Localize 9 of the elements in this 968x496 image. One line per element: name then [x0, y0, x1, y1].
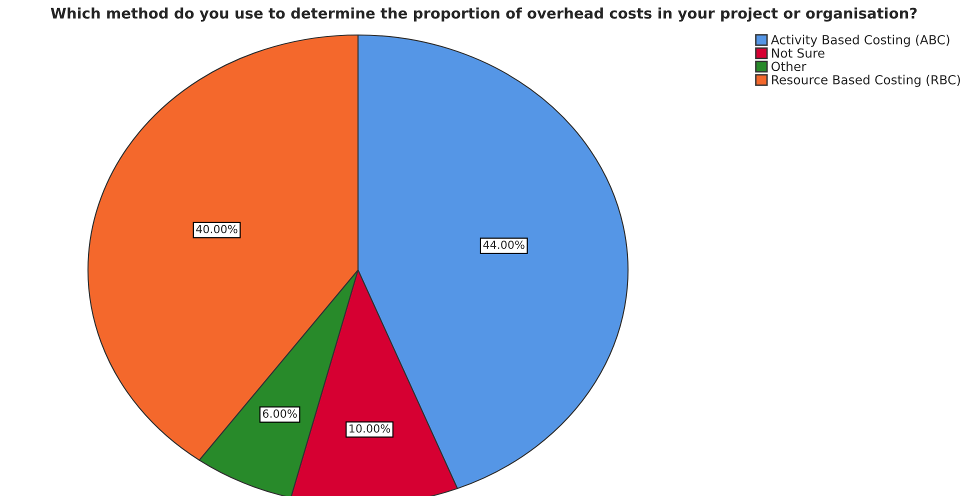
data-label: 44.00%	[483, 240, 524, 250]
data-label: 10.00%	[350, 424, 390, 433]
legend-label: Resource Based Costing (RBC)	[772, 74, 960, 87]
data-label: 40.00%	[196, 224, 238, 234]
legend-label: Not Sure	[772, 48, 824, 58]
data-label: 6.00%	[262, 409, 297, 418]
chart-title: Which method do you use to determine the proportion of overhead costs in your project or organisation?	[50, 7, 917, 22]
legend-label: Other	[772, 61, 806, 72]
legend-label: Activity Based Costing (ABC)	[770, 34, 950, 47]
